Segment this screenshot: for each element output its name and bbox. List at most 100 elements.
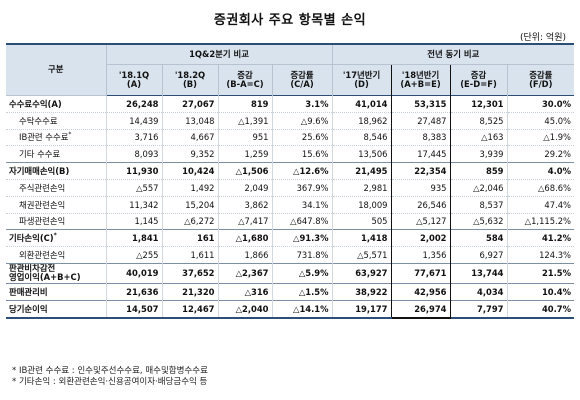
row-label: 채권관련손익: [6, 195, 106, 214]
table-row: 수탁수수료 14,439 13,048 △1,391 △9.6% 18,962 27,487…: [6, 111, 575, 130]
table-cell: 21,320: [161, 282, 218, 301]
table-cell: △68.6%: [506, 178, 575, 197]
table-cell: 1,356: [390, 246, 451, 264]
table-cell: 41.2%: [506, 229, 575, 247]
table-cell: △1,506: [217, 162, 272, 180]
table-cell: 4.0%: [506, 162, 575, 180]
row-label-line: IB관련 수수료: [19, 132, 69, 143]
table-cell: 4,034: [449, 282, 508, 301]
table-cell: 1,611: [161, 246, 218, 264]
table-cell: △5.9%: [271, 262, 333, 284]
column-header: 증감률 (C/A): [271, 64, 333, 96]
row-label: 주식관련손익: [6, 178, 106, 197]
row-label: 기타 수수료: [6, 145, 106, 163]
column-header-line: 증감: [237, 69, 253, 80]
table-cell: 77,671: [390, 262, 451, 284]
row-label-line: 외환관련손익: [19, 250, 66, 261]
row-label: 판매관리비: [6, 282, 106, 301]
row-label-line: 기타 수수료: [19, 149, 61, 160]
table-cell: 8,093: [105, 145, 162, 163]
table-cell: △2,367: [217, 262, 272, 284]
column-header: 증감률 (F/D): [506, 64, 575, 96]
table-cell: 22,354: [390, 162, 451, 180]
table-cell: 2,981: [331, 178, 392, 197]
table-cell: 1,866: [217, 246, 272, 264]
table-row: 판관비차감전 영업이익(A+B+C) 40,019 37,652 △2,367 △5.9%…: [6, 262, 575, 284]
column-header-line: (C/A): [290, 79, 314, 89]
table-cell: 21,636: [105, 282, 162, 301]
table-cell: △7,417: [217, 212, 272, 230]
table-cell: 2,002: [390, 229, 451, 247]
row-label-line: 파생관련손익: [19, 216, 66, 227]
column-header-line: '18.2Q: [174, 69, 206, 80]
table-cell: 29.2%: [506, 145, 575, 163]
table-row: 판매관리비 21,636 21,320 △316 △1.5% 38,922 42,956 4,…: [6, 282, 575, 301]
row-label-line: 판매관리비: [9, 286, 48, 297]
table-cell: △2,046: [449, 178, 508, 197]
column-header: '18.2Q (B): [161, 64, 218, 96]
table-cell: 1,259: [217, 145, 272, 163]
row-label-line: 영업이익(A+B+C): [9, 272, 81, 283]
table-cell: 819: [217, 95, 272, 113]
table-cell: 21,495: [331, 162, 392, 180]
table-cell: △5,632: [449, 212, 508, 230]
row-label: 판관비차감전 영업이익(A+B+C): [6, 262, 106, 284]
column-header-line: (B-A=C): [226, 79, 264, 89]
column-header-line: (F/D): [529, 79, 553, 89]
table-cell: 367.9%: [271, 178, 333, 197]
column-header-line: 증감: [470, 69, 487, 80]
income-table: 구분 1Q&2분기 비교 전년 동기 비교 '18.1Q (A) '18.2Q (B)…: [6, 43, 575, 319]
header-group-quarter: 1Q&2분기 비교: [105, 44, 333, 65]
footnote-marker: *: [53, 232, 57, 240]
table-cell: 40.7%: [506, 299, 575, 319]
table-cell: △255: [105, 246, 162, 264]
row-label-line: 당기순이익: [9, 303, 48, 314]
table-cell: 53,315: [390, 95, 451, 113]
row-label-line: 자기매매손익(B): [9, 166, 70, 177]
column-header-line: (A): [126, 79, 142, 89]
table-cell: 27,487: [390, 111, 451, 130]
table-cell: 37,652: [161, 262, 218, 284]
table-cell: 18,962: [331, 111, 392, 130]
table-cell: 8,537: [449, 195, 508, 214]
table-cell: △6,272: [161, 212, 218, 230]
row-label-line: 채권관련손익: [19, 199, 66, 210]
table-cell: 27,067: [161, 95, 218, 113]
table-cell: 10,424: [161, 162, 218, 180]
row-label-line: 수탁수수료: [19, 115, 58, 126]
column-header-line: '17년반기: [342, 69, 381, 80]
table-cell: △91.3%: [271, 229, 333, 247]
table-cell: 19,177: [331, 299, 392, 319]
column-header-line: (D): [354, 79, 369, 89]
table-cell: 26,546: [390, 195, 451, 214]
column-header: 증감 (E-D=F): [449, 64, 508, 96]
table-cell: 951: [217, 128, 272, 146]
table-cell: 26,974: [390, 299, 451, 319]
column-header-line: '18.1Q: [118, 69, 150, 80]
table-cell: 7,797: [449, 299, 508, 319]
table-cell: 12,467: [161, 299, 218, 319]
table-cell: 3,862: [217, 195, 272, 214]
table-cell: 1,841: [105, 229, 162, 247]
table-cell: 38,922: [331, 282, 392, 301]
table-row: 채권관련손익 11,342 15,204 3,862 34.1% 18,009 26,546…: [6, 195, 575, 214]
column-header-line: 증감률: [290, 69, 314, 80]
table-cell: 15.6%: [271, 145, 333, 163]
table-cell: 18,009: [331, 195, 392, 214]
table-cell: 13,506: [331, 145, 392, 163]
table-cell: 124.3%: [506, 246, 575, 264]
table-cell: 161: [161, 229, 218, 247]
table-row: 수수료수익(A) 26,248 27,067 819 3.1% 41,014 53,315 1…: [6, 95, 575, 113]
table-cell: △557: [105, 178, 162, 197]
footnote-marker: *: [68, 131, 72, 139]
row-label-line: 수수료수익(A): [9, 98, 62, 109]
table-cell: 3,939: [449, 145, 508, 163]
row-label: 기타손익(C)*: [6, 229, 106, 247]
column-header: 증감 (B-A=C): [217, 64, 272, 96]
table-cell: 2,049: [217, 178, 272, 197]
table-cell: 25.6%: [271, 128, 333, 146]
table-cell: 15,204: [161, 195, 218, 214]
footnotes: * IB관련 수수료 : 인수및주선수수료, 매수및합병수수료 * 기타손익 : …: [12, 366, 208, 388]
table-row: 기타 수수료 8,093 9,352 1,259 15.6% 13,506 17,445 3,…: [6, 145, 575, 163]
footnote: * 기타손익 : 외환관련손익·신용공여이자·배당금수익 등: [12, 377, 208, 387]
